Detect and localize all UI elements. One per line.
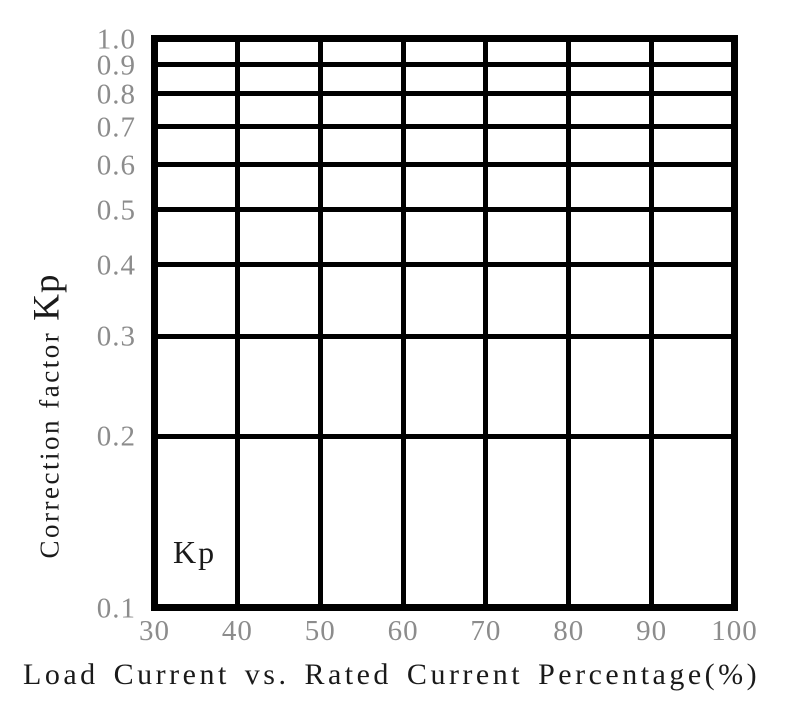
grid-hline-0.8 (158, 91, 731, 97)
y-tick-label-1.0: 1.0 (96, 23, 136, 55)
y-axis-title-symbol: Kp (26, 273, 68, 321)
y-tick-label-0.4: 0.4 (96, 249, 136, 282)
y-tick-label-0.2: 0.2 (96, 420, 136, 453)
y-tick-label-0.6: 0.6 (96, 149, 136, 182)
grid-vline-50 (317, 42, 323, 604)
grid-hline-0.7 (158, 124, 731, 130)
y-tick-label-0.8: 0.8 (96, 78, 136, 111)
grid-vline-60 (400, 42, 406, 604)
x-tick-label-100: 100 (711, 615, 758, 647)
grid-hline-0.2 (158, 433, 731, 439)
plot-area (151, 35, 738, 611)
grid-hline-0.4 (158, 262, 731, 268)
y-axis-title: Correction factorKp (26, 273, 68, 559)
grid-hline-0.6 (158, 162, 731, 168)
y-tick-label-0.3: 0.3 (96, 320, 136, 353)
y-tick-label-0.9: 0.9 (96, 49, 136, 82)
x-tick-label-90: 90 (636, 615, 668, 647)
y-tick-label-0.7: 0.7 (96, 111, 136, 144)
x-tick-label-50: 50 (304, 615, 336, 647)
x-tick-label-30: 30 (139, 615, 170, 647)
plot-inner-kp-label: Kp (173, 534, 217, 570)
grid-hline-0.5 (158, 207, 731, 213)
grid-vline-40 (234, 42, 240, 604)
y-tick-label-0.5: 0.5 (96, 194, 136, 227)
grid-hline-0.9 (158, 62, 731, 68)
x-tick-label-60: 60 (387, 615, 419, 647)
grid-hline-0.3 (158, 333, 731, 339)
grid-vline-90 (649, 42, 655, 604)
grid-vline-70 (483, 42, 489, 604)
grid-vline-80 (566, 42, 572, 604)
x-tick-label-40: 40 (221, 615, 253, 647)
x-tick-label-70: 70 (470, 615, 502, 647)
y-tick-label-0.1: 0.1 (96, 592, 136, 624)
x-axis-title: Load Current vs. Rated Current Percentag… (23, 658, 761, 691)
x-tick-label-80: 80 (553, 615, 585, 647)
